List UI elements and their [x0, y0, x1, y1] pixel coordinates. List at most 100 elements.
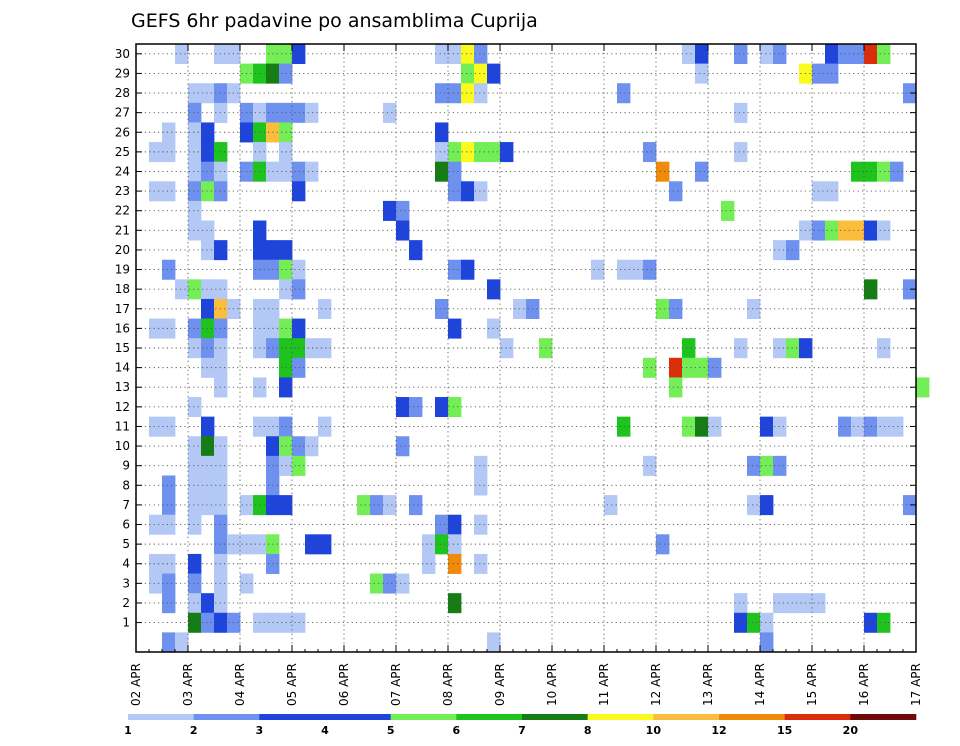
heatmap-cell [292, 455, 306, 476]
heatmap-cell [188, 455, 202, 476]
heatmap-cell [305, 338, 319, 359]
heatmap-cell [383, 495, 397, 516]
heatmap-cell [370, 573, 384, 594]
heatmap-cell [188, 142, 202, 163]
heatmap-cell [370, 495, 384, 516]
heatmap-cell [773, 416, 787, 437]
heatmap-cell [695, 416, 709, 437]
heatmap-cell [903, 495, 917, 516]
heatmap-cell [188, 514, 202, 535]
heatmap-cell [448, 181, 462, 202]
x-tick-label: 12 APR [649, 663, 663, 706]
y-tick-label: 12 [115, 400, 130, 414]
heatmap-cell [435, 514, 449, 535]
heatmap-cell [292, 318, 306, 339]
heatmap-cell [188, 436, 202, 457]
heatmap-cell [409, 495, 423, 516]
heatmap-cell [292, 44, 306, 65]
heatmap-cell [695, 161, 709, 182]
heatmap-cell [669, 298, 683, 319]
heatmap-cell [201, 279, 215, 300]
heatmap-cell [708, 357, 722, 378]
heatmap-cell [292, 102, 306, 123]
colorbar-label: 1 [124, 724, 132, 737]
heatmap-cell [435, 161, 449, 182]
heatmap-cell [396, 573, 410, 594]
heatmap-cell [487, 63, 501, 84]
heatmap-cell [448, 161, 462, 182]
heatmap-cell [162, 475, 176, 496]
heatmap-cell [682, 357, 696, 378]
y-tick-label: 1 [122, 616, 130, 630]
heatmap-cell [201, 455, 215, 476]
colorbar-label: 15 [777, 724, 792, 737]
heatmap-cell [448, 593, 462, 614]
heatmap-cell [890, 416, 904, 437]
heatmap-cell [877, 612, 891, 633]
heatmap-cell [318, 298, 332, 319]
heatmap-cell [396, 220, 410, 241]
heatmap-cell [357, 495, 371, 516]
heatmap-cell [201, 298, 215, 319]
heatmap-cell [292, 279, 306, 300]
heatmap-cell [149, 514, 163, 535]
y-tick-label: 6 [122, 518, 130, 532]
heatmap-cell [903, 279, 917, 300]
heatmap-cell [305, 436, 319, 457]
colorbar-swatch [850, 714, 917, 720]
heatmap-cell [617, 259, 631, 280]
colorbar-swatch [522, 714, 588, 720]
heatmap-cell [305, 102, 319, 123]
y-tick-label: 2 [122, 596, 130, 610]
x-tick-label: 10 APR [545, 663, 559, 706]
heatmap-cell [201, 161, 215, 182]
heatmap-cell [474, 142, 488, 163]
heatmap-cell [643, 259, 657, 280]
heatmap-cell [149, 553, 163, 574]
colorbar-label: 12 [711, 724, 726, 737]
colorbar-label: 20 [843, 724, 859, 737]
heatmap-cell [461, 44, 475, 65]
heatmap-cell [201, 357, 215, 378]
heatmap-cell [149, 181, 163, 202]
y-tick-label: 5 [122, 537, 130, 551]
y-tick-label: 26 [115, 125, 130, 139]
heatmap-cell [292, 181, 306, 202]
colorbar-label: 7 [518, 724, 526, 737]
heatmap-cell [201, 612, 215, 633]
heatmap-cell [734, 102, 748, 123]
heatmap-cell [461, 181, 475, 202]
y-tick-label: 20 [115, 243, 130, 257]
colorbar-swatch [128, 714, 194, 720]
heatmap-cell [903, 83, 917, 104]
heatmap-cell [630, 259, 644, 280]
colorbar-legend: 1 2 3 4 5 6 7 8 10 12 15 20 [124, 714, 917, 737]
x-tick-label: 13 APR [701, 663, 715, 706]
heatmap-cell [201, 475, 215, 496]
colorbar-swatch [193, 714, 260, 720]
heatmap-cell [734, 142, 748, 163]
heatmap-cell [149, 573, 163, 594]
heatmap-cell [773, 455, 787, 476]
colorbar-swatch [259, 714, 326, 720]
x-tick-label: 16 APR [857, 663, 871, 706]
heatmap-cell [734, 44, 748, 65]
heatmap-cell [656, 534, 670, 555]
heatmap-cell [396, 436, 410, 457]
heatmap-cell [162, 142, 176, 163]
colorbar-swatch [719, 714, 785, 720]
heatmap-cell [188, 612, 202, 633]
heatmap-cell [682, 416, 696, 437]
heatmap-cell [435, 44, 449, 65]
heatmap-cell [162, 593, 176, 614]
y-tick-label: 18 [115, 282, 130, 296]
heatmap-cell [877, 416, 891, 437]
heatmap-cell [643, 455, 657, 476]
x-tick-label: 17 APR [909, 663, 923, 706]
heatmap-cell [201, 416, 215, 437]
y-tick-label: 14 [115, 361, 130, 375]
heatmap-cell [474, 83, 488, 104]
y-tick-label: 25 [115, 145, 130, 159]
x-tick-label: 09 APR [493, 663, 507, 706]
